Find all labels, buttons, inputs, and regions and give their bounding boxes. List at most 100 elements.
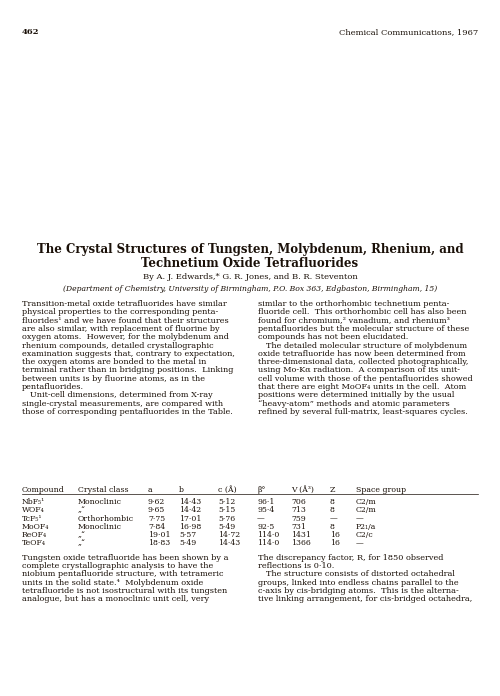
Text: 17·01: 17·01 (179, 514, 202, 523)
Text: 5·49: 5·49 (218, 523, 236, 531)
Text: are also similar, with replacement of fluorine by: are also similar, with replacement of fl… (22, 325, 220, 333)
Text: single-crystal measurements, are compared with: single-crystal measurements, are compare… (22, 400, 223, 408)
Text: 14·43: 14·43 (179, 498, 201, 506)
Text: (Department of Chemistry, University of Birmingham, P.O. Box 363, Edgbaston, Bir: (Department of Chemistry, University of … (63, 285, 437, 293)
Text: niobium pentafluoride structure, with tetrameric: niobium pentafluoride structure, with te… (22, 571, 224, 578)
Text: three-dimensional data, collected photographically,: three-dimensional data, collected photog… (258, 358, 468, 366)
Text: 8: 8 (330, 506, 335, 514)
Text: analogue, but has a monoclinic unit cell, very: analogue, but has a monoclinic unit cell… (22, 595, 209, 603)
Text: pentafluorides but the molecular structure of these: pentafluorides but the molecular structu… (258, 325, 469, 333)
Text: 96·1: 96·1 (257, 498, 274, 506)
Text: The discrepancy factor, R, for 1850 observed: The discrepancy factor, R, for 1850 obse… (258, 554, 444, 562)
Text: fluorides¹ and we have found that their structures: fluorides¹ and we have found that their … (22, 317, 229, 324)
Text: C2/c: C2/c (356, 531, 374, 539)
Text: 16·98: 16·98 (179, 523, 201, 531)
Text: Z: Z (330, 486, 336, 494)
Text: tive linking arrangement, for cis-bridged octahedra,: tive linking arrangement, for cis-bridge… (258, 595, 472, 603)
Text: Unit-cell dimensions, determined from X-ray: Unit-cell dimensions, determined from X-… (22, 391, 213, 400)
Text: c-axis by cis-bridging atoms.  This is the alterna-: c-axis by cis-bridging atoms. This is th… (258, 587, 459, 595)
Text: Transition-metal oxide tetrafluorides have similar: Transition-metal oxide tetrafluorides ha… (22, 300, 227, 308)
Text: 18·83: 18·83 (148, 539, 170, 548)
Text: C2/m: C2/m (356, 506, 377, 514)
Text: b: b (179, 486, 184, 494)
Text: The Crystal Structures of Tungsten, Molybdenum, Rhenium, and: The Crystal Structures of Tungsten, Moly… (36, 243, 464, 256)
Text: 114·0: 114·0 (257, 531, 280, 539)
Text: “heavy-atom” methods and atomic parameters: “heavy-atom” methods and atomic paramete… (258, 400, 450, 408)
Text: MoOF₄: MoOF₄ (22, 523, 50, 531)
Text: 9·62: 9·62 (148, 498, 165, 506)
Text: complete crystallographic analysis to have the: complete crystallographic analysis to ha… (22, 562, 213, 570)
Text: that there are eight MoOF₄ units in the cell.  Atom: that there are eight MoOF₄ units in the … (258, 383, 466, 391)
Text: those of corresponding pentafluorides in the Table.: those of corresponding pentafluorides in… (22, 408, 233, 416)
Text: compounds has not been elucidated.: compounds has not been elucidated. (258, 333, 408, 341)
Text: reflections is 0·10.: reflections is 0·10. (258, 562, 334, 570)
Text: 759: 759 (291, 514, 306, 523)
Text: 5·15: 5·15 (218, 506, 236, 514)
Text: the oxygen atoms are bonded to the metal in: the oxygen atoms are bonded to the metal… (22, 358, 206, 366)
Text: WOF₄: WOF₄ (22, 506, 45, 514)
Text: β°: β° (257, 486, 266, 494)
Text: By A. J. Edwards,* G. R. Jones, and B. R. Steventon: By A. J. Edwards,* G. R. Jones, and B. R… (142, 273, 358, 281)
Text: V (Å³): V (Å³) (291, 486, 314, 494)
Text: 8: 8 (330, 498, 335, 506)
Text: refined by several full-matrix, least-squares cycles.: refined by several full-matrix, least-sq… (258, 408, 468, 416)
Text: fluoride cell.  This orthorhombic cell has also been: fluoride cell. This orthorhombic cell ha… (258, 308, 466, 316)
Text: Orthorhombic: Orthorhombic (78, 514, 134, 523)
Text: 14·72: 14·72 (218, 531, 240, 539)
Text: positions were determined initially by the usual: positions were determined initially by t… (258, 391, 454, 400)
Text: 16: 16 (330, 539, 340, 548)
Text: a: a (148, 486, 152, 494)
Text: 95·4: 95·4 (257, 506, 274, 514)
Text: groups, linked into endless chains parallel to the: groups, linked into endless chains paral… (258, 578, 458, 587)
Text: found for chromium,² vanadium, and rhenium³: found for chromium,² vanadium, and rheni… (258, 317, 450, 324)
Text: pentafluorides.: pentafluorides. (22, 383, 84, 391)
Text: 5·49: 5·49 (179, 539, 196, 548)
Text: Chemical Communications, 1967: Chemical Communications, 1967 (339, 28, 478, 36)
Text: Compound: Compound (22, 486, 65, 494)
Text: 114·0: 114·0 (257, 539, 280, 548)
Text: P2₁/a: P2₁/a (356, 523, 376, 531)
Text: 462: 462 (22, 28, 40, 36)
Text: —: — (330, 514, 338, 523)
Text: 14·43: 14·43 (218, 539, 240, 548)
Text: 8: 8 (330, 523, 335, 531)
Text: 1366: 1366 (291, 539, 311, 548)
Text: 7·75: 7·75 (148, 514, 165, 523)
Text: 14·42: 14·42 (179, 506, 201, 514)
Text: 9·65: 9·65 (148, 506, 165, 514)
Text: „“: „“ (78, 506, 86, 514)
Text: „“: „“ (78, 539, 86, 548)
Text: ReOF₄: ReOF₄ (22, 531, 47, 539)
Text: cell volume with those of the pentafluorides showed: cell volume with those of the pentafluor… (258, 374, 472, 383)
Text: TeOF₄: TeOF₄ (22, 539, 46, 548)
Text: Technetium Oxide Tetrafluorides: Technetium Oxide Tetrafluorides (142, 257, 358, 270)
Text: 92·5: 92·5 (257, 523, 274, 531)
Text: c (Å): c (Å) (218, 486, 236, 494)
Text: 713: 713 (291, 506, 306, 514)
Text: rhenium compounds, detailed crystallographic: rhenium compounds, detailed crystallogra… (22, 342, 214, 349)
Text: 5·57: 5·57 (179, 531, 196, 539)
Text: Monoclinic: Monoclinic (78, 498, 122, 506)
Text: 5·12: 5·12 (218, 498, 236, 506)
Text: similar to the orthorhombic technetium penta-: similar to the orthorhombic technetium p… (258, 300, 450, 308)
Text: 7·84: 7·84 (148, 523, 165, 531)
Text: tetrafluoride is not isostructural with its tungsten: tetrafluoride is not isostructural with … (22, 587, 227, 595)
Text: 16: 16 (330, 531, 340, 539)
Text: 5·76: 5·76 (218, 514, 235, 523)
Text: Crystal class: Crystal class (78, 486, 128, 494)
Text: terminal rather than in bridging positions.  Linking: terminal rather than in bridging positio… (22, 366, 234, 374)
Text: 731: 731 (291, 523, 306, 531)
Text: 706: 706 (291, 498, 306, 506)
Text: —: — (257, 514, 265, 523)
Text: The structure consists of distorted octahedral: The structure consists of distorted octa… (258, 571, 455, 578)
Text: Tungsten oxide tetrafluoride has been shown by a: Tungsten oxide tetrafluoride has been sh… (22, 554, 229, 562)
Text: examination suggests that, contrary to expectation,: examination suggests that, contrary to e… (22, 350, 235, 358)
Text: 1431: 1431 (291, 531, 311, 539)
Text: physical properties to the corresponding penta-: physical properties to the corresponding… (22, 308, 218, 316)
Text: between units is by fluorine atoms, as in the: between units is by fluorine atoms, as i… (22, 374, 205, 383)
Text: C2/m: C2/m (356, 498, 377, 506)
Text: 19·01: 19·01 (148, 531, 171, 539)
Text: oxide tetrafluoride has now been determined from: oxide tetrafluoride has now been determi… (258, 350, 466, 358)
Text: „“: „“ (78, 531, 86, 539)
Text: —: — (356, 514, 364, 523)
